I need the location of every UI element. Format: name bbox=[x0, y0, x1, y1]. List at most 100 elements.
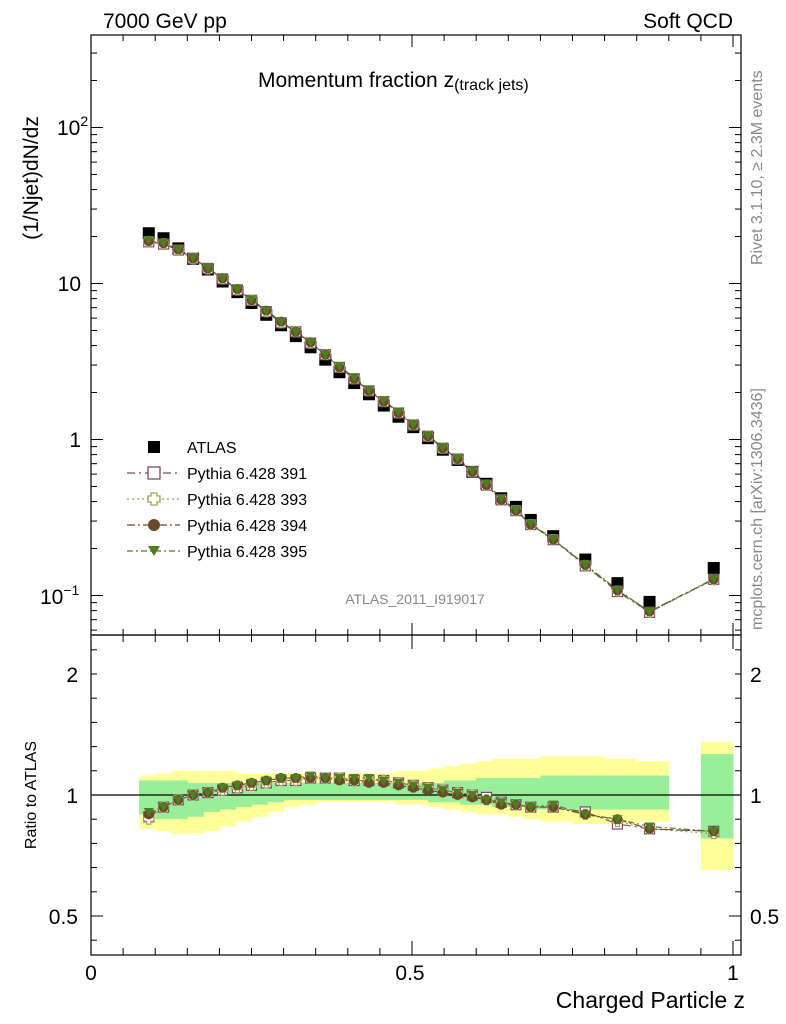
ratio-p395-point bbox=[437, 786, 448, 796]
p395-point bbox=[548, 535, 559, 545]
p395-point bbox=[378, 396, 389, 406]
ratio-tick-right-0.5: 0.5 bbox=[750, 906, 779, 929]
legend-marker-393 bbox=[147, 492, 161, 506]
x-tick-label-1: 1 bbox=[727, 962, 739, 985]
ratio-p395-point bbox=[393, 778, 404, 788]
header-right: Soft QCD bbox=[643, 10, 733, 33]
p395-point bbox=[481, 479, 492, 489]
p395-point bbox=[143, 236, 154, 246]
rivet-label: Rivet 3.1.10, ≥ 2.3M events bbox=[749, 70, 766, 265]
ratio-y-axis-label: Ratio to ATLAS bbox=[23, 741, 40, 849]
main-panel: Momentum fraction z(track jets) (1/Njet)… bbox=[20, 34, 742, 636]
p395-point bbox=[276, 317, 287, 327]
legend-marker-394 bbox=[148, 519, 160, 531]
ratio-uncertainty-band bbox=[139, 741, 734, 871]
band-inner-bin bbox=[331, 782, 349, 800]
p395-point bbox=[320, 350, 331, 360]
y-tick-label-100: 102 bbox=[57, 113, 88, 140]
p395-point bbox=[290, 327, 301, 337]
y-tick-label-0.1: 10−1 bbox=[40, 582, 80, 609]
p395-point bbox=[217, 274, 228, 284]
ratio-tick-right-1: 1 bbox=[750, 785, 762, 808]
ratio-p395-point bbox=[423, 783, 434, 793]
ratio-p395-point bbox=[481, 795, 492, 805]
p395-point bbox=[232, 285, 243, 295]
ratio-p395-point bbox=[334, 774, 345, 784]
p395-point bbox=[349, 373, 360, 383]
p395-point bbox=[158, 238, 169, 248]
ratio-p395-point bbox=[580, 810, 591, 820]
ratio-p395-point bbox=[188, 791, 199, 800]
ratio-tick-left-1: 1 bbox=[66, 785, 78, 808]
legend-marker-395 bbox=[148, 546, 160, 556]
ratio-p395-point bbox=[173, 795, 184, 805]
band-inner-bin bbox=[572, 775, 606, 810]
ratio-p395-point bbox=[143, 807, 154, 817]
ratio-p395-point bbox=[276, 774, 287, 784]
ratio-p395-point bbox=[320, 774, 331, 784]
p395-point bbox=[261, 306, 272, 316]
p395-point bbox=[525, 519, 536, 529]
ratio-p395-point bbox=[644, 822, 655, 832]
band-inner-bin bbox=[700, 753, 734, 839]
p395-point bbox=[173, 245, 184, 255]
main-y-axis-label: (1/Njet)dN/dz bbox=[20, 116, 43, 240]
p395-point bbox=[708, 574, 719, 584]
ratio-panel: Ratio to ATLAS 2 1 0.5 2 1 0.5 0 0.5 1 C… bbox=[23, 634, 779, 1013]
p395-point bbox=[423, 431, 434, 441]
p395-point bbox=[612, 585, 623, 595]
p395-point bbox=[496, 494, 507, 504]
legend-label-394: Pythia 6.428 394 bbox=[187, 518, 307, 535]
p395-point bbox=[511, 505, 522, 515]
ratio-p395-point bbox=[525, 803, 536, 813]
x-tick-label-0.5: 0.5 bbox=[395, 962, 424, 985]
p395-point bbox=[305, 338, 316, 348]
ratio-ticks bbox=[90, 635, 741, 955]
ratio-p395-point bbox=[612, 815, 623, 825]
p395-point bbox=[644, 607, 655, 617]
y-tick-label-10: 10 bbox=[58, 273, 81, 296]
ratio-p395-point bbox=[217, 783, 228, 793]
analysis-id-label: ATLAS_2011_I919017 bbox=[345, 591, 485, 607]
ratio-p395-point bbox=[378, 776, 389, 786]
ratio-tick-right-2: 2 bbox=[750, 664, 762, 687]
ratio-p395-point bbox=[511, 800, 522, 810]
p395-point bbox=[437, 443, 448, 453]
p395-point bbox=[334, 362, 345, 372]
main-title: Momentum fraction z(track jets) bbox=[258, 69, 529, 94]
atlas-point bbox=[707, 562, 720, 575]
ratio-p395-point bbox=[232, 781, 243, 791]
p395-point bbox=[363, 385, 374, 395]
band-inner-bin bbox=[299, 782, 317, 800]
legend-label-atlas: ATLAS bbox=[187, 440, 237, 457]
ratio-p395-point bbox=[261, 776, 272, 786]
x-axis-label: Charged Particle z bbox=[556, 987, 745, 1013]
band-inner-bin bbox=[347, 782, 365, 800]
ratio-p395-point bbox=[467, 791, 478, 800]
legend-label-391: Pythia 6.428 391 bbox=[187, 466, 307, 483]
main-marks bbox=[142, 227, 720, 618]
p395-point bbox=[408, 420, 419, 430]
legend-marker-atlas bbox=[148, 441, 160, 453]
p395-point bbox=[580, 560, 591, 570]
p395-point bbox=[202, 263, 213, 273]
ratio-marks bbox=[143, 771, 720, 840]
ratio-p395-point bbox=[408, 781, 419, 791]
legend-label-393: Pythia 6.428 393 bbox=[187, 492, 307, 509]
legend-marker-391 bbox=[147, 466, 161, 480]
main-ticks bbox=[90, 35, 741, 635]
x-tick-label-0: 0 bbox=[85, 962, 97, 985]
ratio-p395-point bbox=[158, 803, 169, 813]
ratio-p395-point bbox=[496, 798, 507, 808]
band-inner-bin bbox=[155, 780, 172, 820]
header-left: 7000 GeV pp bbox=[103, 10, 227, 33]
ratio-p395-point bbox=[202, 788, 213, 798]
ratio-tick-left-0.5: 0.5 bbox=[49, 906, 78, 929]
p395-point bbox=[393, 408, 404, 418]
ratio-p395-point bbox=[363, 774, 374, 784]
ratio-p395-point bbox=[246, 778, 257, 788]
ratio-p395-point bbox=[290, 774, 301, 784]
p395-point bbox=[188, 253, 199, 263]
band-inner-bin bbox=[604, 775, 638, 810]
